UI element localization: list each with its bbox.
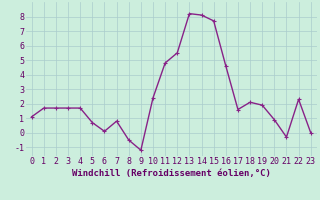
X-axis label: Windchill (Refroidissement éolien,°C): Windchill (Refroidissement éolien,°C) xyxy=(72,169,271,178)
